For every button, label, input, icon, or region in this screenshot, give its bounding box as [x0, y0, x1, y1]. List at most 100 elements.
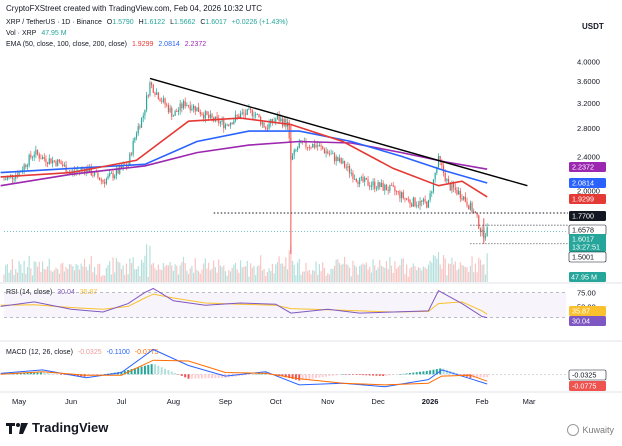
volume-bar — [67, 269, 69, 282]
volume-bar — [333, 265, 336, 282]
candle-body — [58, 159, 60, 162]
volume-bar — [199, 273, 201, 282]
macd-histogram-bar — [150, 364, 153, 375]
volume-bar — [239, 260, 242, 282]
volume-legend[interactable]: Vol · XRP 47.95 M — [6, 30, 70, 37]
volume-bar — [248, 276, 250, 282]
price-badge: 1.6017 — [572, 235, 594, 244]
candle-body — [33, 154, 35, 157]
candle-body — [25, 164, 27, 167]
candle-body — [285, 118, 287, 127]
ema-legend[interactable]: EMA (50, close, 100, close, 200, close) … — [6, 41, 209, 48]
volume-bar — [104, 275, 106, 282]
volume-bar — [414, 266, 416, 282]
volume-bar — [31, 275, 34, 282]
candle-body — [18, 172, 20, 177]
volume-bar — [157, 264, 159, 282]
macd-histogram-bar — [459, 374, 462, 375]
candle-body — [142, 115, 144, 118]
volume-bar — [206, 268, 208, 282]
volume-bar — [250, 263, 252, 282]
candle-body — [48, 158, 50, 164]
candle-body — [427, 200, 430, 208]
macd-histogram-bar — [247, 374, 250, 375]
macd-histogram-bar — [412, 372, 415, 375]
volume-bar — [258, 265, 260, 282]
volume-bar — [302, 271, 304, 282]
volume-bar — [228, 269, 230, 282]
macd-histogram-bar — [164, 368, 167, 375]
volume-bar — [140, 259, 143, 282]
volume-bar — [209, 270, 211, 282]
candle-body — [278, 115, 280, 122]
symbol-legend[interactable]: XRP / TetherUS · 1D · Binance O1.5790 H1… — [6, 19, 291, 26]
volume-bar — [77, 265, 79, 282]
volume-bar — [117, 261, 119, 282]
volume-bar — [404, 274, 406, 282]
macd-histogram-bar — [23, 372, 26, 375]
volume-bar — [179, 265, 181, 282]
candle-body — [36, 149, 39, 155]
volume-bar — [115, 258, 117, 282]
candle-body — [161, 101, 163, 103]
volume-bar — [110, 274, 112, 282]
macd-histogram-bar — [482, 374, 485, 378]
candle-body — [13, 178, 15, 180]
volume-bar — [409, 268, 411, 282]
volume-bar — [47, 266, 49, 282]
volume-bar — [28, 255, 30, 282]
candle-body — [447, 178, 450, 183]
macd-histogram-bar — [308, 374, 311, 380]
volume-bar — [97, 263, 99, 282]
trading-chart[interactable]: 4.0000 3.6000 3.2000 2.8000 2.4000 2.0000 1.60… — [0, 0, 622, 412]
candle-body — [407, 199, 409, 201]
volume-bar — [362, 263, 364, 282]
macd-histogram-bar — [19, 372, 22, 375]
volume-bar — [68, 263, 71, 282]
macd-histogram-bar — [328, 374, 331, 377]
macd-histogram-bar — [402, 373, 405, 375]
candle-body — [139, 126, 141, 128]
macd-histogram-bar — [445, 369, 448, 375]
candle-body — [404, 198, 406, 199]
rsi-badge: 30.04 — [572, 317, 590, 326]
candle-body — [434, 173, 436, 180]
volume-bar — [48, 258, 50, 282]
candle-body — [55, 161, 57, 166]
candle-body — [102, 180, 104, 183]
candle-body — [313, 144, 315, 148]
volume-bar — [365, 262, 367, 282]
macd-hist-value: -0.0325 — [77, 349, 102, 356]
volume-bar — [73, 270, 76, 282]
candle-body — [243, 112, 245, 114]
candle-body — [221, 120, 223, 122]
volume-bar — [337, 259, 339, 282]
volume-bar — [456, 270, 458, 282]
candle-body — [468, 205, 470, 210]
candle-body — [146, 95, 148, 110]
candle-body — [397, 191, 399, 193]
volume-bar — [196, 269, 198, 282]
chart-caption: CryptoFXStreet created with TradingView.… — [6, 4, 262, 13]
macd-legend[interactable]: MACD (12, 26, close) -0.0325 -0.1100 -0.… — [6, 349, 162, 356]
candle-body — [461, 197, 463, 200]
candle-body — [192, 105, 195, 109]
candle-body — [194, 105, 196, 112]
volume-bar — [323, 268, 326, 282]
volume-bar — [320, 271, 322, 282]
candle-body — [137, 126, 139, 134]
candle-body — [444, 172, 446, 181]
candle-body — [209, 114, 211, 119]
candle-body — [82, 168, 84, 170]
candle-body — [268, 123, 270, 129]
candle-body — [241, 112, 243, 114]
candle-body — [357, 181, 359, 185]
tradingview-logo-text: TradingView — [32, 420, 109, 435]
volume-bar — [20, 264, 22, 282]
volume-bar — [6, 264, 8, 282]
candle-body — [100, 180, 102, 181]
volume-bar — [122, 265, 124, 282]
candle-body — [320, 145, 322, 147]
volume-bar — [295, 275, 297, 282]
volume-bar — [350, 276, 352, 282]
